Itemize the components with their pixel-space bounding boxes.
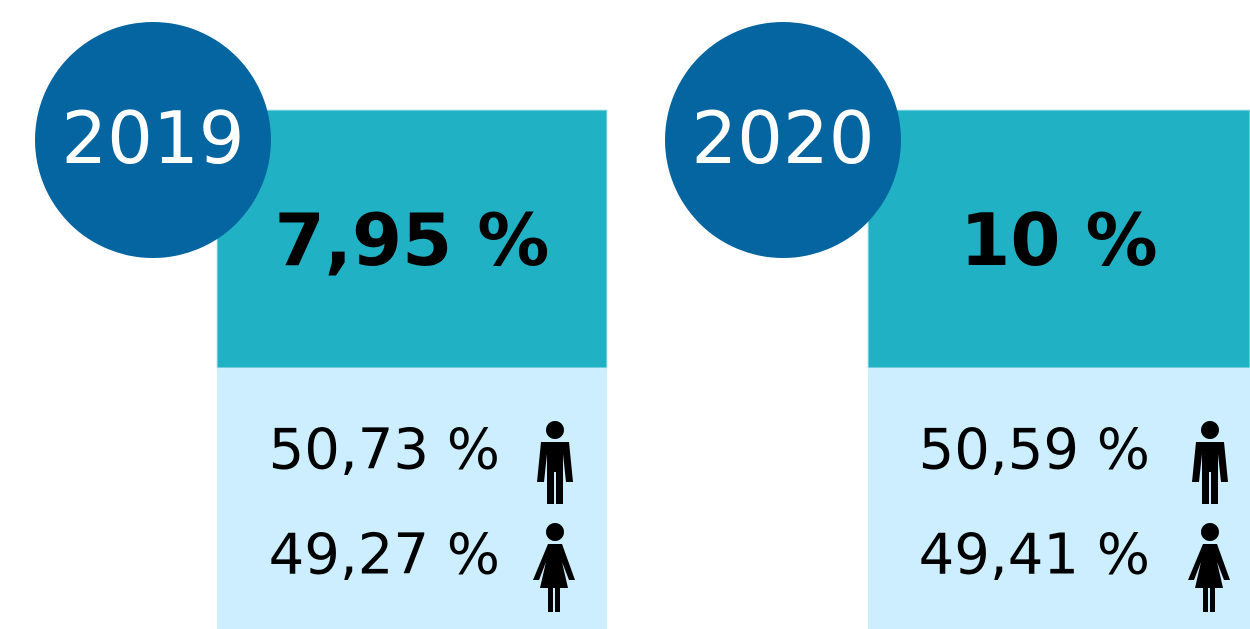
male-icon <box>537 421 573 504</box>
year-label: 2020 <box>691 96 874 180</box>
male-icon <box>1192 421 1228 504</box>
breakdown-box <box>868 368 1250 629</box>
icon-head <box>546 523 564 541</box>
year-panel: 2019 7,95 % 50,73 % 49,27 % <box>35 22 608 629</box>
icon-body <box>1188 544 1230 612</box>
year-badge <box>35 22 271 258</box>
icon-head <box>1201 421 1219 439</box>
icon-head <box>1201 523 1219 541</box>
total-box <box>216 109 608 369</box>
icon-body <box>537 442 573 504</box>
total-value: 7,95 % <box>275 198 550 282</box>
total-box <box>867 109 1250 369</box>
icon-body <box>533 544 575 612</box>
icon-body <box>1192 442 1228 504</box>
male-share: 50,59 % <box>919 418 1150 483</box>
male-share: 50,73 % <box>269 418 500 483</box>
year-label: 2019 <box>61 96 244 180</box>
year-badge <box>665 22 901 258</box>
total-value: 10 % <box>960 198 1157 282</box>
female-icon <box>1188 523 1230 612</box>
female-share: 49,27 % <box>269 523 500 588</box>
female-share: 49,41 % <box>919 523 1150 588</box>
female-icon <box>533 523 575 612</box>
year-panel: 2020 10 % 50,59 % 49,41 % <box>665 22 1250 629</box>
icon-head <box>546 421 564 439</box>
